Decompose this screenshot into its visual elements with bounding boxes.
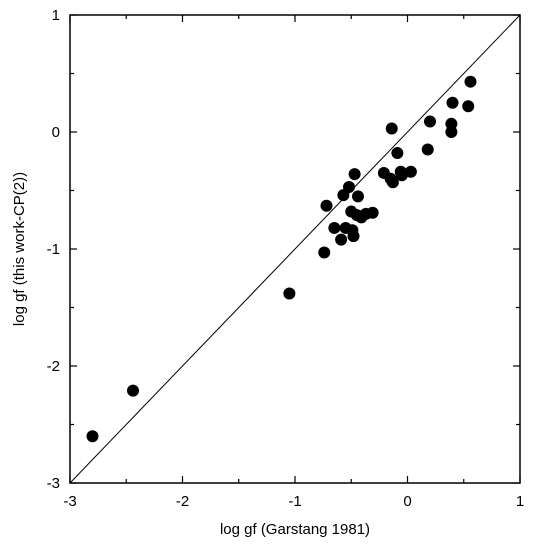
y-tick-label: 1 — [52, 7, 60, 24]
data-point — [424, 115, 436, 128]
data-point — [464, 75, 477, 88]
y-axis-label: log gf (this work-CP(2)) — [11, 172, 28, 326]
y-tick-label: 0 — [52, 124, 60, 141]
data-point — [320, 199, 333, 212]
data-point — [352, 190, 364, 203]
data-point — [127, 384, 139, 397]
data-point — [385, 122, 398, 135]
data-point — [445, 117, 458, 130]
data-point — [348, 168, 361, 181]
data-point — [86, 430, 99, 443]
x-tick-label: -2 — [176, 493, 189, 510]
x-tick-label: 0 — [403, 493, 411, 510]
data-point — [462, 100, 475, 113]
identity-reference-line — [69, 14, 521, 484]
data-point — [395, 169, 408, 182]
x-axis-ticks: -3 -2 -1 0 1 — [63, 15, 524, 510]
data-point — [421, 143, 434, 156]
data-point — [446, 96, 459, 109]
y-axis-ticks: -3 -2 -1 0 1 — [47, 7, 520, 492]
x-tick-label: -3 — [63, 493, 76, 510]
data-point — [283, 287, 296, 300]
x-tick-label: -1 — [288, 493, 301, 510]
data-point — [343, 180, 355, 193]
data-point — [347, 230, 360, 243]
data-point — [366, 206, 379, 219]
data-point — [404, 165, 417, 178]
y-tick-label: -1 — [47, 241, 60, 258]
data-point — [328, 221, 341, 234]
y-tick-label: -3 — [47, 475, 60, 492]
data-points — [86, 75, 477, 443]
y-tick-label: -2 — [47, 358, 60, 375]
x-tick-label: 1 — [516, 493, 524, 510]
data-point — [391, 147, 404, 160]
data-point — [318, 246, 331, 259]
x-axis-label: log gf (Garstang 1981) — [220, 521, 370, 538]
data-point — [335, 233, 348, 246]
data-point — [386, 176, 399, 189]
